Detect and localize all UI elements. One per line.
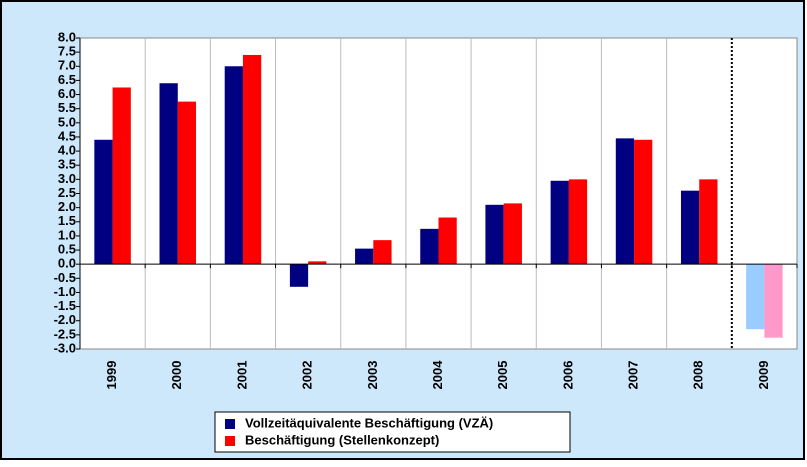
bar bbox=[289, 264, 309, 287]
y-tick-label: 2.5 bbox=[58, 185, 76, 200]
y-tick-label: -1.5 bbox=[54, 298, 76, 313]
y-tick-label: 0.5 bbox=[58, 241, 76, 256]
y-tick-label: 3.5 bbox=[58, 157, 76, 172]
x-tick-label: 2007 bbox=[625, 361, 640, 390]
bar bbox=[94, 139, 113, 265]
x-tick-label: 2009 bbox=[756, 361, 771, 390]
bar bbox=[242, 54, 262, 265]
y-tick-label: 4.0 bbox=[58, 143, 76, 158]
bar bbox=[420, 228, 439, 265]
y-tick-label: 0.0 bbox=[58, 256, 76, 271]
bar bbox=[680, 190, 700, 265]
bar bbox=[615, 138, 635, 265]
bar bbox=[373, 240, 392, 265]
legend-swatch bbox=[225, 436, 235, 446]
y-tick-label: 3.0 bbox=[58, 171, 76, 186]
bar bbox=[634, 139, 653, 265]
y-tick-label: 2.0 bbox=[58, 199, 76, 214]
legend-label: Beschäftigung (Stellenkonzept) bbox=[245, 432, 439, 447]
bar bbox=[112, 87, 131, 265]
x-tick-label: 2001 bbox=[234, 361, 249, 390]
y-tick-label: 6.0 bbox=[58, 86, 76, 101]
x-tick-label: 2000 bbox=[169, 361, 184, 390]
bar bbox=[503, 203, 522, 265]
y-tick-label: 6.5 bbox=[58, 72, 76, 87]
legend bbox=[214, 411, 571, 453]
x-tick-label: 2003 bbox=[365, 361, 380, 390]
bar bbox=[764, 264, 783, 338]
y-tick-label: -2.5 bbox=[54, 326, 76, 341]
bar bbox=[485, 204, 504, 265]
x-tick-label: 2005 bbox=[495, 361, 510, 390]
legend-swatch bbox=[225, 419, 235, 429]
y-tick-label: -3.0 bbox=[54, 340, 76, 355]
y-tick-label: -2.0 bbox=[54, 312, 76, 327]
y-tick-label: 8.0 bbox=[58, 29, 76, 44]
bar bbox=[177, 101, 197, 265]
bar bbox=[224, 66, 243, 265]
bar bbox=[159, 83, 178, 265]
bar bbox=[438, 217, 457, 265]
y-tick-label: 1.0 bbox=[58, 227, 76, 242]
y-tick-label: 5.5 bbox=[58, 100, 76, 115]
y-tick-label: 5.0 bbox=[58, 114, 76, 129]
legend-label: Vollzeitäquivalente Beschäftigung (VZÄ) bbox=[245, 415, 493, 430]
x-tick-label: 2008 bbox=[691, 361, 706, 390]
bar bbox=[308, 261, 327, 265]
bar bbox=[355, 248, 374, 265]
bar bbox=[550, 180, 569, 265]
x-tick-label: 2002 bbox=[300, 361, 315, 390]
y-tick-label: 7.0 bbox=[58, 58, 76, 73]
y-tick-label: 1.5 bbox=[58, 213, 76, 228]
x-tick-label: 2006 bbox=[560, 361, 575, 390]
x-tick-label: 1999 bbox=[104, 361, 119, 390]
y-tick-label: -1.0 bbox=[54, 284, 76, 299]
bar bbox=[568, 179, 588, 265]
y-tick-label: 4.5 bbox=[58, 128, 76, 143]
plot-area bbox=[79, 37, 798, 350]
bar bbox=[746, 264, 765, 330]
bar bbox=[699, 179, 718, 265]
y-tick-label: 7.5 bbox=[58, 44, 76, 59]
y-tick-label: -0.5 bbox=[54, 270, 76, 285]
x-tick-label: 2004 bbox=[430, 360, 445, 390]
